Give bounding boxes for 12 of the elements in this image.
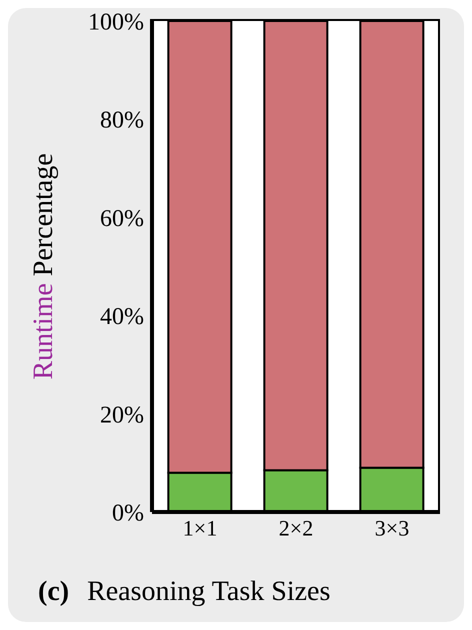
x-tick-label: 1×1: [182, 516, 218, 541]
y-tick-label: 80%: [100, 108, 144, 134]
y-tick-label: 40%: [100, 304, 144, 330]
y-axis-title: Runtime Percentage: [28, 153, 59, 380]
x-tick-label: 2×2: [278, 516, 314, 541]
y-tick-label: 100%: [88, 10, 144, 36]
y-tick-label: 60%: [100, 206, 144, 232]
x-tick-label: 3×3: [374, 516, 410, 541]
y-tick-label: 20%: [100, 402, 144, 428]
y-tick-label: 0%: [112, 500, 144, 527]
text: (c): [38, 576, 70, 607]
x-axis-title: Reasoning Task Sizes: [87, 576, 330, 607]
